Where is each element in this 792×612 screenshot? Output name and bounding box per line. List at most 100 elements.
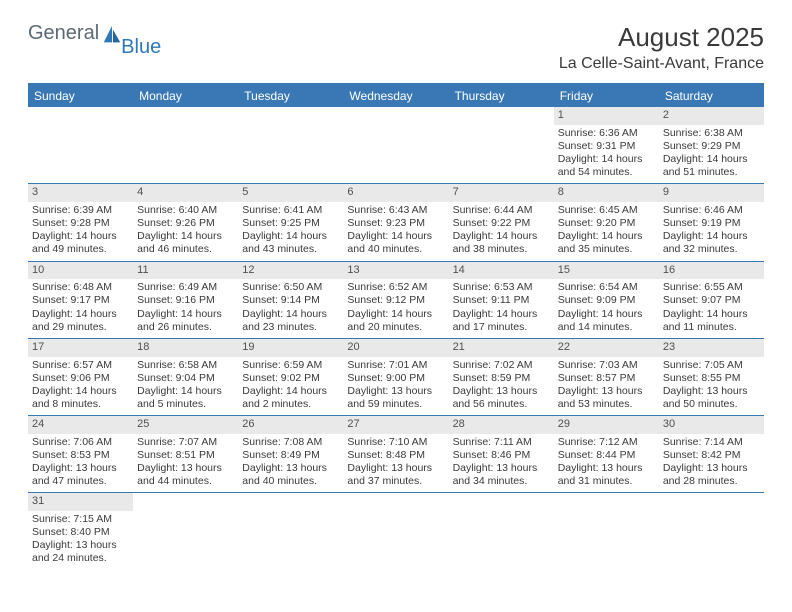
sunrise-text: Sunrise: 7:08 AM: [242, 436, 339, 449]
day-number: 15: [554, 262, 659, 280]
daylight-text: Daylight: 14 hours and 32 minutes.: [663, 230, 760, 256]
daylight-text: Daylight: 14 hours and 17 minutes.: [453, 308, 550, 334]
week-row: 31 Sunrise: 7:15 AMSunset: 8:40 PMDayligh…: [28, 493, 764, 569]
day-cell: 11Sunrise: 6:49 AMSunset: 9:16 PMDayligh…: [133, 262, 238, 338]
sunrise-text: Sunrise: 6:58 AM: [137, 359, 234, 372]
day-cell: 21 Sunrise: 7:02 AMSunset: 8:59 PMDayligh…: [449, 339, 554, 415]
daylight-text: Daylight: 13 hours and 53 minutes.: [558, 385, 655, 411]
day-number: 28: [449, 416, 554, 434]
day-number: 21: [449, 339, 554, 357]
day-number: 31: [28, 493, 133, 511]
day-cell: 24Sunrise: 7:06 AMSunset: 8:53 PMDayligh…: [28, 416, 133, 492]
day-body: Sunrise: 7:15 AMSunset: 8:40 PMDaylight:…: [28, 513, 133, 566]
day-body: Sunrise: 6:44 AMSunset: 9:22 PMDaylight:…: [449, 204, 554, 257]
daylight-text: Daylight: 13 hours and 28 minutes.: [663, 462, 760, 488]
day-number: 30: [659, 416, 764, 434]
daylight-text: Daylight: 13 hours and 31 minutes.: [558, 462, 655, 488]
day-body: Sunrise: 6:45 AMSunset: 9:20 PMDaylight:…: [554, 204, 659, 257]
calendar: Sunday Monday Tuesday Wednesday Thursday…: [28, 83, 764, 570]
sunrise-text: Sunrise: 6:38 AM: [663, 127, 760, 140]
daylight-text: Daylight: 14 hours and 23 minutes.: [242, 308, 339, 334]
sunrise-text: Sunrise: 6:55 AM: [663, 281, 760, 294]
sunset-text: Sunset: 9:09 PM: [558, 294, 655, 307]
day-body: Sunrise: 6:39 AMSunset: 9:28 PMDaylight:…: [28, 204, 133, 257]
day-cell: 29 Sunrise: 7:12 AMSunset: 8:44 PMDayligh…: [554, 416, 659, 492]
sunrise-text: Sunrise: 7:07 AM: [137, 436, 234, 449]
sunset-text: Sunset: 8:40 PM: [32, 526, 129, 539]
header: General Blue August 2025 La Celle-Saint-…: [28, 22, 764, 73]
day-number: 3: [28, 184, 133, 202]
sunset-text: Sunset: 9:31 PM: [558, 140, 655, 153]
sunset-text: Sunset: 8:51 PM: [137, 449, 234, 462]
day-number: 22: [554, 339, 659, 357]
page-title: August 2025: [559, 22, 764, 53]
day-cell: 18Sunrise: 6:58 AMSunset: 9:04 PMDayligh…: [133, 339, 238, 415]
daylight-text: Daylight: 13 hours and 40 minutes.: [242, 462, 339, 488]
day-body: Sunrise: 7:02 AMSunset: 8:59 PMDaylight:…: [449, 359, 554, 412]
week-row: 3 Sunrise: 6:39 AMSunset: 9:28 PMDaylight…: [28, 184, 764, 261]
day-body: Sunrise: 6:48 AMSunset: 9:17 PMDaylight:…: [28, 281, 133, 334]
sunset-text: Sunset: 9:25 PM: [242, 217, 339, 230]
sunset-text: Sunset: 9:04 PM: [137, 372, 234, 385]
daylight-text: Daylight: 13 hours and 59 minutes.: [347, 385, 444, 411]
day-cell: 23Sunrise: 7:05 AMSunset: 8:55 PMDayligh…: [659, 339, 764, 415]
daylight-text: Daylight: 14 hours and 54 minutes.: [558, 153, 655, 179]
day-body: Sunrise: 6:59 AMSunset: 9:02 PMDaylight:…: [238, 359, 343, 412]
day-number: 11: [133, 262, 238, 280]
sunrise-text: Sunrise: 6:53 AM: [453, 281, 550, 294]
day-number: 19: [238, 339, 343, 357]
day-cell: 22Sunrise: 7:03 AMSunset: 8:57 PMDayligh…: [554, 339, 659, 415]
sunset-text: Sunset: 9:02 PM: [242, 372, 339, 385]
sunset-text: Sunset: 9:23 PM: [347, 217, 444, 230]
day-body: Sunrise: 6:40 AMSunset: 9:26 PMDaylight:…: [133, 204, 238, 257]
day-number: 9: [659, 184, 764, 202]
day-cell: [343, 493, 448, 569]
day-cell: [28, 107, 133, 183]
day-body: Sunrise: 7:01 AMSunset: 9:00 PMDaylight:…: [343, 359, 448, 412]
day-body: Sunrise: 6:53 AMSunset: 9:11 PMDaylight:…: [449, 281, 554, 334]
day-number: 29: [554, 416, 659, 434]
day-body: Sunrise: 7:07 AMSunset: 8:51 PMDaylight:…: [133, 436, 238, 489]
sunrise-text: Sunrise: 6:50 AM: [242, 281, 339, 294]
day-cell: 26Sunrise: 7:08 AMSunset: 8:49 PMDayligh…: [238, 416, 343, 492]
sunrise-text: Sunrise: 6:57 AM: [32, 359, 129, 372]
day-header: Sunday: [28, 85, 133, 107]
sunset-text: Sunset: 8:55 PM: [663, 372, 760, 385]
week-row: 10Sunrise: 6:48 AMSunset: 9:17 PMDayligh…: [28, 262, 764, 339]
sunset-text: Sunset: 8:48 PM: [347, 449, 444, 462]
daylight-text: Daylight: 14 hours and 46 minutes.: [137, 230, 234, 256]
sunrise-text: Sunrise: 6:52 AM: [347, 281, 444, 294]
sunrise-text: Sunrise: 7:03 AM: [558, 359, 655, 372]
day-number: 2: [659, 107, 764, 125]
sunrise-text: Sunrise: 6:54 AM: [558, 281, 655, 294]
day-body: Sunrise: 6:58 AMSunset: 9:04 PMDaylight:…: [133, 359, 238, 412]
day-cell: 16Sunrise: 6:55 AMSunset: 9:07 PMDayligh…: [659, 262, 764, 338]
sunset-text: Sunset: 8:49 PM: [242, 449, 339, 462]
sail-icon: [101, 24, 123, 46]
daylight-text: Daylight: 14 hours and 29 minutes.: [32, 308, 129, 334]
day-cell: 13Sunrise: 6:52 AMSunset: 9:12 PMDayligh…: [343, 262, 448, 338]
sunset-text: Sunset: 9:26 PM: [137, 217, 234, 230]
day-number: 24: [28, 416, 133, 434]
day-cell: [133, 107, 238, 183]
daylight-text: Daylight: 13 hours and 47 minutes.: [32, 462, 129, 488]
sunrise-text: Sunrise: 7:11 AM: [453, 436, 550, 449]
day-number: 1: [554, 107, 659, 125]
day-body: Sunrise: 7:05 AMSunset: 8:55 PMDaylight:…: [659, 359, 764, 412]
sunrise-text: Sunrise: 6:44 AM: [453, 204, 550, 217]
sunset-text: Sunset: 9:17 PM: [32, 294, 129, 307]
day-header: Friday: [554, 85, 659, 107]
sunrise-text: Sunrise: 7:05 AM: [663, 359, 760, 372]
sunrise-text: Sunrise: 7:12 AM: [558, 436, 655, 449]
logo-text-blue: Blue: [121, 36, 161, 59]
day-body: Sunrise: 6:52 AMSunset: 9:12 PMDaylight:…: [343, 281, 448, 334]
daylight-text: Daylight: 14 hours and 49 minutes.: [32, 230, 129, 256]
sunrise-text: Sunrise: 6:45 AM: [558, 204, 655, 217]
day-number: 5: [238, 184, 343, 202]
sunrise-text: Sunrise: 6:41 AM: [242, 204, 339, 217]
sunset-text: Sunset: 8:44 PM: [558, 449, 655, 462]
day-cell: [449, 493, 554, 569]
day-cell: 15Sunrise: 6:54 AMSunset: 9:09 PMDayligh…: [554, 262, 659, 338]
day-cell: 27Sunrise: 7:10 AMSunset: 8:48 PMDayligh…: [343, 416, 448, 492]
day-number: 17: [28, 339, 133, 357]
